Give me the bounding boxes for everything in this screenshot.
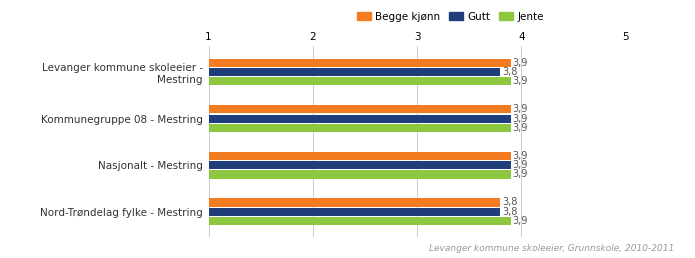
Text: 3,8: 3,8 [502, 67, 517, 77]
Bar [208, 198, 500, 207]
Text: 3,8: 3,8 [502, 197, 517, 207]
Text: 3,9: 3,9 [512, 58, 528, 68]
Bar [208, 105, 511, 114]
Bar [208, 170, 511, 179]
Text: 3,9: 3,9 [512, 216, 528, 226]
Bar [208, 208, 500, 216]
Text: 3,9: 3,9 [512, 123, 528, 133]
Text: 3,9: 3,9 [512, 170, 528, 180]
Bar [208, 124, 511, 132]
Text: 3,9: 3,9 [512, 76, 528, 86]
Text: Levanger kommune skoleeier, Grunnskole, 2010-2011: Levanger kommune skoleeier, Grunnskole, … [429, 244, 674, 253]
Text: 3,8: 3,8 [502, 207, 517, 217]
Bar [208, 59, 511, 67]
Text: 3,9: 3,9 [512, 114, 528, 124]
Bar [208, 68, 500, 76]
Bar [208, 115, 511, 123]
Text: 3,9: 3,9 [512, 160, 528, 170]
Bar [208, 152, 511, 160]
Bar [208, 217, 511, 225]
Text: 3,9: 3,9 [512, 151, 528, 161]
Legend: Begge kjønn, Gutt, Jente: Begge kjønn, Gutt, Jente [352, 8, 548, 26]
Bar [208, 77, 511, 85]
Bar [208, 161, 511, 169]
Text: 3,9: 3,9 [512, 104, 528, 114]
